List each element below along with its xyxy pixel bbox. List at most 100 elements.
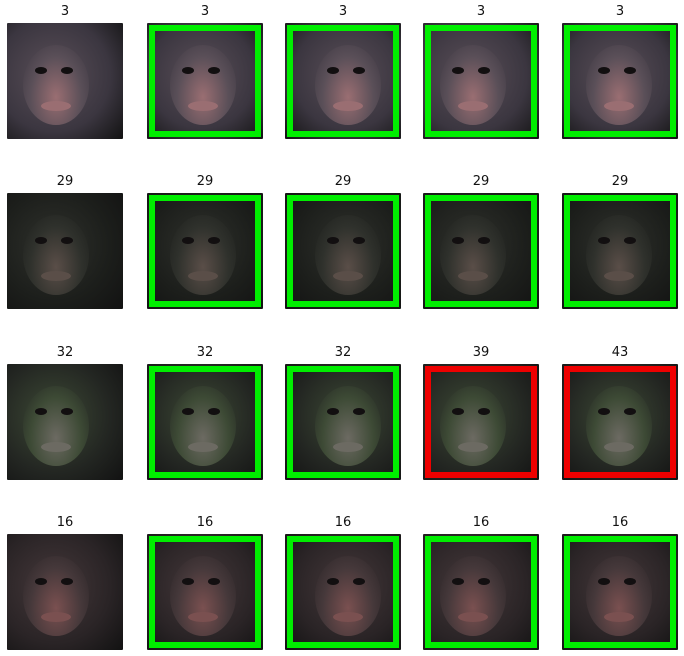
- chimpanzee-face-photo: [147, 534, 263, 650]
- eye-shape: [478, 67, 490, 74]
- mouth-shape: [41, 442, 71, 452]
- result-cell: 16: [285, 514, 401, 654]
- eye-shape: [452, 408, 464, 415]
- identity-label: 32: [56, 345, 74, 360]
- identity-label: 3: [476, 4, 486, 19]
- mouth-shape: [188, 101, 218, 111]
- eye-shape: [182, 67, 194, 74]
- result-cell: 16: [147, 514, 263, 654]
- match-frame: [564, 195, 676, 307]
- eye-shape: [353, 408, 365, 415]
- face-shape: [23, 556, 89, 636]
- mouth-shape: [188, 442, 218, 452]
- result-cell: 29: [423, 173, 539, 313]
- mouth-shape: [41, 101, 71, 111]
- query-cell: 29: [7, 173, 123, 313]
- eye-shape: [624, 67, 636, 74]
- result-cell: 39: [423, 344, 539, 484]
- match-frame: [287, 25, 399, 137]
- face-shape: [586, 215, 652, 295]
- chimpanzee-face-photo: [562, 534, 678, 650]
- eye-shape: [478, 237, 490, 244]
- match-frame: [149, 195, 261, 307]
- eye-shape: [61, 237, 73, 244]
- result-cell: 32: [285, 344, 401, 484]
- match-frame: [564, 25, 676, 137]
- identity-label: 3: [200, 4, 210, 19]
- eye-shape: [35, 67, 47, 74]
- eye-shape: [452, 237, 464, 244]
- chimpanzee-face-photo: [285, 534, 401, 650]
- mouth-shape: [458, 442, 488, 452]
- match-frame: [425, 195, 537, 307]
- eye-shape: [353, 237, 365, 244]
- chimpanzee-face-photo: [7, 364, 123, 480]
- eye-shape: [182, 408, 194, 415]
- result-cell: 29: [285, 173, 401, 313]
- identity-label: 39: [472, 345, 490, 360]
- chimpanzee-face-photo: [147, 193, 263, 309]
- face-shape: [315, 45, 381, 125]
- face-shape: [23, 45, 89, 125]
- eye-shape: [208, 578, 220, 585]
- mouth-shape: [41, 271, 71, 281]
- chimpanzee-face-photo: [285, 364, 401, 480]
- mouth-shape: [333, 442, 363, 452]
- eye-shape: [61, 578, 73, 585]
- face-shape: [23, 215, 89, 295]
- query-cell: 16: [7, 514, 123, 654]
- eye-shape: [208, 237, 220, 244]
- result-cell: 3: [423, 3, 539, 143]
- face-shape: [170, 556, 236, 636]
- identity-label: 29: [56, 174, 74, 189]
- match-frame: [564, 536, 676, 648]
- chimpanzee-face-photo: [147, 23, 263, 139]
- mouth-shape: [604, 271, 634, 281]
- match-frame: [287, 536, 399, 648]
- eye-shape: [624, 237, 636, 244]
- identity-label: 32: [334, 345, 352, 360]
- mouth-shape: [604, 101, 634, 111]
- eye-shape: [452, 67, 464, 74]
- chimpanzee-face-photo: [7, 193, 123, 309]
- chimpanzee-face-photo: [423, 193, 539, 309]
- face-shape: [170, 45, 236, 125]
- mouth-shape: [458, 271, 488, 281]
- chimpanzee-face-photo: [285, 193, 401, 309]
- face-shape: [315, 556, 381, 636]
- identity-label: 3: [338, 4, 348, 19]
- eye-shape: [182, 237, 194, 244]
- eye-shape: [598, 578, 610, 585]
- eye-shape: [182, 578, 194, 585]
- eye-shape: [61, 408, 73, 415]
- identity-label: 29: [472, 174, 490, 189]
- chimpanzee-face-photo: [7, 534, 123, 650]
- match-frame: [425, 536, 537, 648]
- result-cell: 29: [147, 173, 263, 313]
- result-cell: 43: [562, 344, 678, 484]
- face-shape: [315, 386, 381, 466]
- eye-shape: [208, 408, 220, 415]
- eye-shape: [327, 578, 339, 585]
- identity-label: 29: [196, 174, 214, 189]
- eye-shape: [353, 578, 365, 585]
- eye-shape: [353, 67, 365, 74]
- eye-shape: [478, 578, 490, 585]
- result-cell: 3: [147, 3, 263, 143]
- face-shape: [170, 386, 236, 466]
- match-frame: [425, 25, 537, 137]
- match-frame: [287, 195, 399, 307]
- identity-label: 3: [615, 4, 625, 19]
- result-cell: 32: [147, 344, 263, 484]
- face-shape: [315, 215, 381, 295]
- match-frame: [287, 366, 399, 478]
- chimpanzee-face-photo: [7, 23, 123, 139]
- chimpanzee-face-photo: [423, 364, 539, 480]
- identity-label: 32: [196, 345, 214, 360]
- mouth-shape: [458, 612, 488, 622]
- identity-label: 16: [334, 515, 352, 530]
- chimpanzee-face-photo: [423, 23, 539, 139]
- identity-label: 3: [60, 4, 70, 19]
- eye-shape: [208, 67, 220, 74]
- chimpanzee-face-photo: [562, 23, 678, 139]
